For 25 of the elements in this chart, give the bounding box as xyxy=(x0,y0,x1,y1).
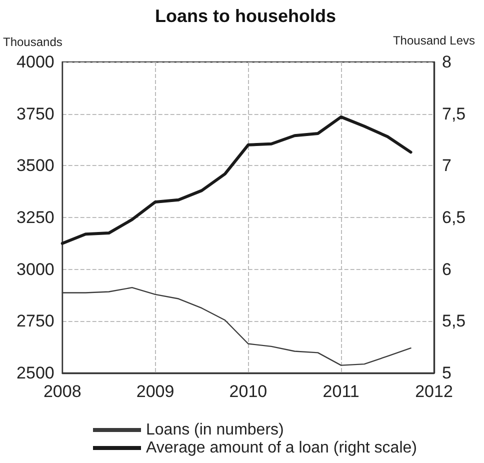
y-tick-label: 4000 xyxy=(16,52,54,72)
y2-tick-label: 8 xyxy=(442,52,452,72)
x-tick-label: 2008 xyxy=(43,382,82,401)
y2-tick-label: 6,5 xyxy=(442,208,466,227)
x-tick-label: 2009 xyxy=(136,382,174,401)
line-series xyxy=(60,115,412,245)
y2-tick-label: 5,5 xyxy=(442,312,466,331)
y-tick-label: 2750 xyxy=(16,312,54,331)
legend-label: Average amount of a loan (right scale) xyxy=(146,440,417,456)
y-tick-label: 3250 xyxy=(16,208,54,227)
y-tick-label: 2500 xyxy=(16,364,54,382)
y-axis-title: Thousands xyxy=(3,35,62,49)
y-tick-label: 3500 xyxy=(16,156,54,176)
y2-tick-label: 5 xyxy=(442,364,452,382)
x-tick-label: 2011 xyxy=(322,382,360,401)
chart-title: Loans to households xyxy=(155,6,336,26)
legend-label: Loans (in numbers) xyxy=(146,422,284,438)
x-tick-label: 2010 xyxy=(229,382,268,401)
y2-tick-label: 7,5 xyxy=(442,104,466,124)
x-tick-label: 2012 xyxy=(415,382,453,401)
y-tick-label: 3000 xyxy=(16,260,54,279)
y-tick-label: 3750 xyxy=(16,104,54,124)
y2-axis-title: Thousand Levs xyxy=(392,34,476,48)
y2-tick-label: 7 xyxy=(442,156,452,176)
y2-tick-label: 6 xyxy=(442,260,452,279)
